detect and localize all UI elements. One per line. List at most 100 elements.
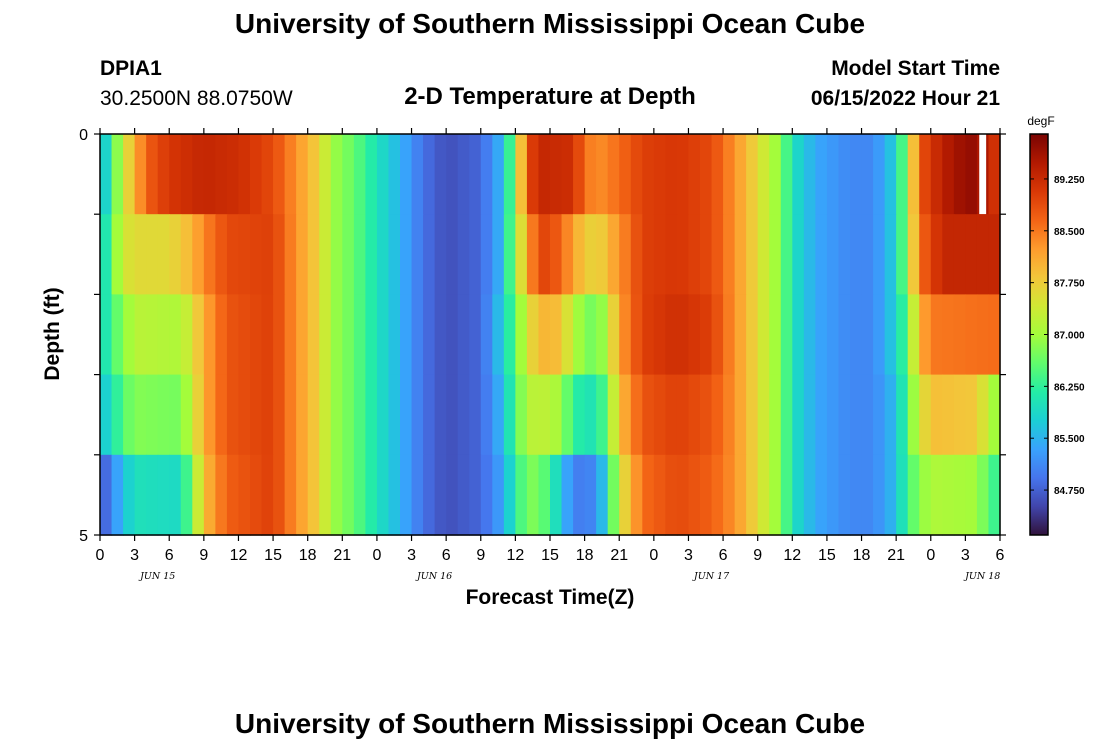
heatmap-cell <box>850 454 863 536</box>
heatmap-cell <box>561 214 574 295</box>
heatmap-cell <box>515 214 528 295</box>
heatmap-cell <box>896 214 909 295</box>
heatmap-cell <box>653 134 666 215</box>
heatmap-cell <box>538 454 551 536</box>
heatmap-cell <box>607 454 620 536</box>
heatmap-cell <box>965 214 978 295</box>
heatmap-cell <box>250 454 263 536</box>
heatmap-cell <box>457 134 470 215</box>
x-tick-label: 9 <box>199 547 208 564</box>
heatmap-cell <box>884 294 897 376</box>
heatmap-cell <box>480 374 493 456</box>
y-axis: 05 <box>79 127 1006 545</box>
heatmap-cell <box>169 374 182 456</box>
heatmap-cell <box>365 374 378 456</box>
x-tick-label: 0 <box>649 547 658 564</box>
heatmap-cell <box>388 454 401 536</box>
heatmap-cell <box>157 374 170 456</box>
heatmap-cell <box>884 134 897 215</box>
heatmap-cell <box>619 454 632 536</box>
heatmap-cell <box>873 294 886 376</box>
heatmap-cell <box>573 374 586 456</box>
station-coords: 30.2500N 88.0750W <box>100 87 293 110</box>
heatmap-cell <box>284 374 297 456</box>
x-tick-label: 6 <box>442 547 451 564</box>
heatmap-cell <box>250 374 263 456</box>
heatmap-cell <box>942 294 955 376</box>
heatmap-cell <box>388 214 401 295</box>
heatmap-cell <box>411 214 424 295</box>
heatmap-cell <box>123 214 136 295</box>
heatmap-cell <box>307 214 320 295</box>
heatmap-cell <box>873 214 886 295</box>
heatmap-cell <box>319 294 332 376</box>
heatmap-cell <box>653 454 666 536</box>
heatmap-cell <box>423 294 436 376</box>
heatmap-cell <box>100 214 113 295</box>
heatmap-cell <box>319 134 332 215</box>
heatmap-cell <box>896 134 909 215</box>
heatmap-cell <box>815 454 828 536</box>
heatmap-cell <box>757 294 770 376</box>
heatmap-cell <box>503 294 516 376</box>
heatmap-cell <box>146 454 159 536</box>
heatmap-cell <box>238 294 251 376</box>
heatmap-cell <box>561 294 574 376</box>
heatmap-cell <box>100 294 113 376</box>
heatmap-cell <box>492 294 505 376</box>
heatmap-cell <box>665 374 678 456</box>
heatmap-cell <box>550 214 563 295</box>
x-tick-label: 0 <box>926 547 935 564</box>
heatmap-cell <box>792 214 805 295</box>
footer-title: University of Southern Mississippi Ocean… <box>234 708 866 739</box>
heatmap-cell <box>780 374 793 456</box>
heatmap-cell <box>180 374 193 456</box>
heatmap-cell <box>550 454 563 536</box>
heatmap-cell <box>757 454 770 536</box>
heatmap-cell <box>607 374 620 456</box>
heatmap-cell <box>215 294 228 376</box>
heatmap-cell <box>930 374 943 456</box>
heatmap-cell <box>942 214 955 295</box>
x-tick-label: 21 <box>333 547 351 564</box>
heatmap-cell <box>446 294 459 376</box>
heatmap-cell <box>480 294 493 376</box>
heatmap-cell <box>134 214 147 295</box>
heatmap-cell <box>273 374 286 456</box>
x-tick-label: 9 <box>753 547 762 564</box>
colorbar: degF 89.250 88.500 87.750 87.000 86.250 85.500… <box>1027 114 1085 536</box>
heatmap-cell <box>469 214 482 295</box>
heatmap-cell <box>411 294 424 376</box>
heatmap-cell <box>676 134 690 215</box>
heatmap-cell <box>123 454 136 536</box>
heatmap-cell <box>826 374 840 456</box>
heatmap-cell <box>700 294 713 376</box>
heatmap-cell <box>273 454 286 536</box>
heatmap-cell <box>630 134 643 215</box>
heatmap-cell <box>526 134 540 215</box>
heatmap-cell <box>688 374 701 456</box>
heatmap-cell <box>826 294 840 376</box>
heatmap-cell <box>111 134 124 215</box>
x-tick-label: 6 <box>719 547 728 564</box>
heatmap-cell <box>273 214 286 295</box>
heatmap-cell <box>953 294 966 376</box>
heatmap-cell <box>273 134 286 215</box>
heatmap-cell <box>123 134 136 215</box>
x-tick-label: 3 <box>961 547 970 564</box>
colorbar-unit: degF <box>1027 114 1054 128</box>
heatmap-cell <box>642 454 655 536</box>
heatmap-cell <box>665 454 678 536</box>
heatmap-cell <box>388 294 401 376</box>
heatmap-cell <box>376 214 390 295</box>
heatmap-cell <box>803 374 816 456</box>
x-tick-label: 21 <box>887 547 905 564</box>
heatmap-cell <box>261 374 274 456</box>
heatmap-cell <box>792 374 805 456</box>
heatmap-cell <box>180 454 193 536</box>
colorbar-tick-label: 84.750 <box>1054 486 1085 497</box>
heatmap-cell <box>942 374 955 456</box>
x-tick-label: 6 <box>165 547 174 564</box>
heatmap-cell <box>919 454 932 536</box>
heatmap-cell <box>642 294 655 376</box>
